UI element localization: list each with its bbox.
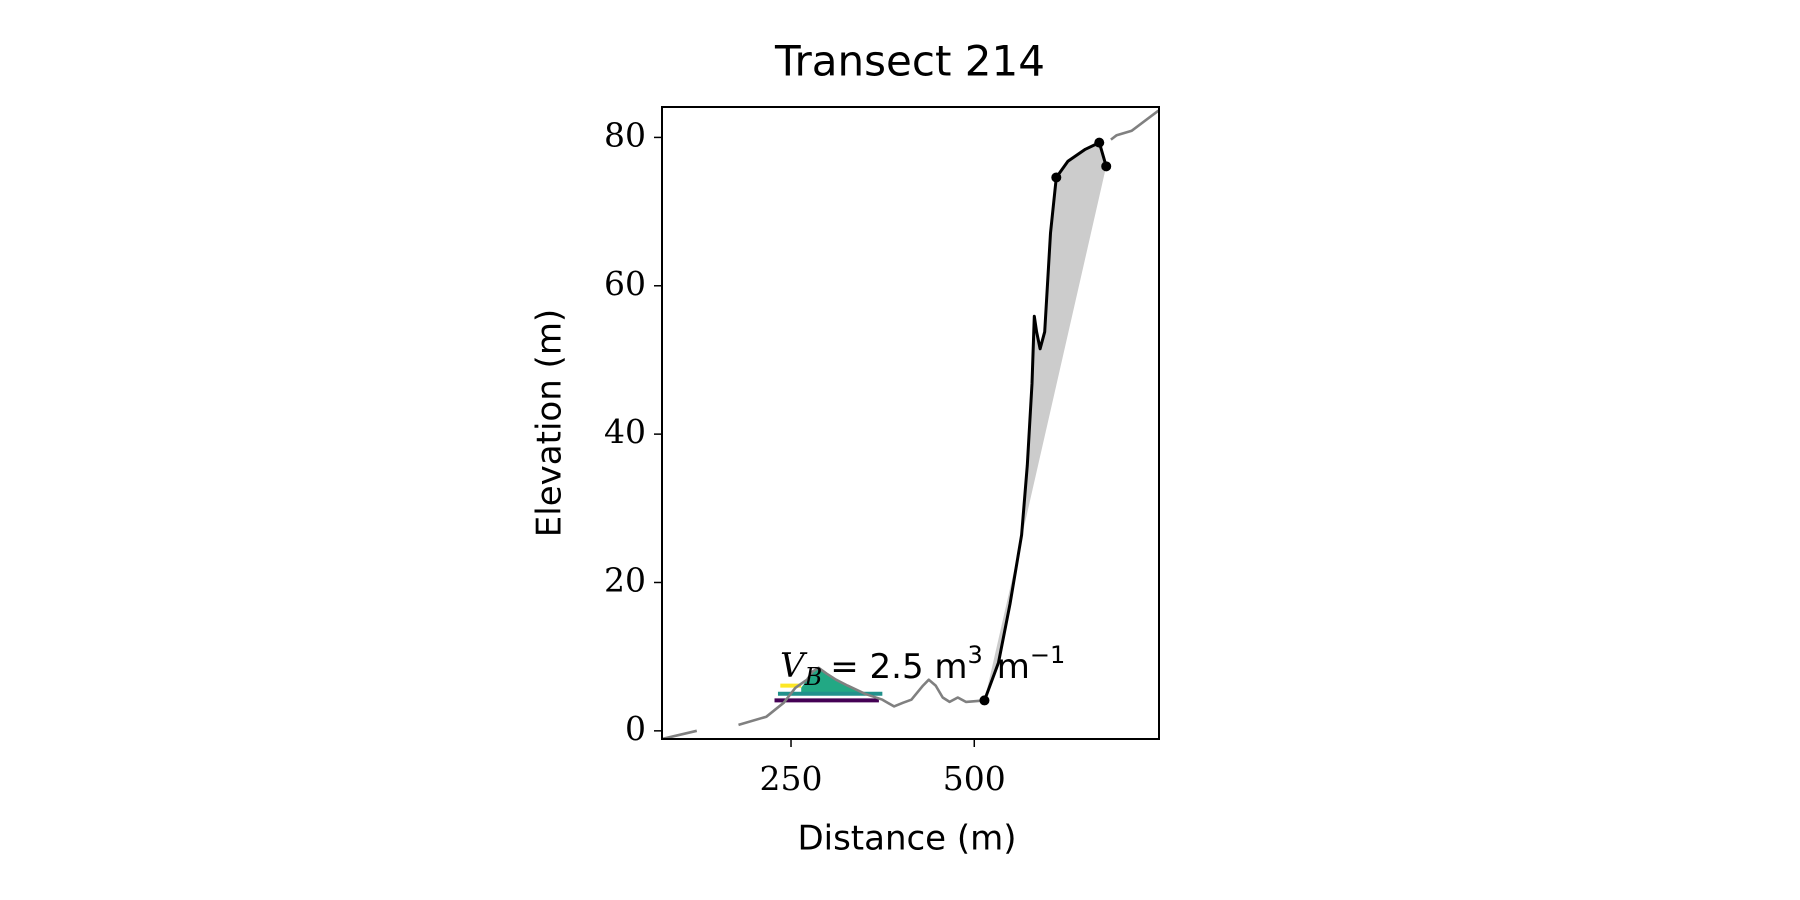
y-tick-label: 0: [625, 709, 646, 748]
x-tick-label: 500: [943, 759, 1006, 798]
x-tick-label: 250: [760, 759, 823, 798]
y-axis-label: Elevation (m): [530, 309, 570, 537]
point: [1051, 172, 1062, 183]
y-tick-label: 60: [604, 264, 646, 303]
line: [983, 141, 1108, 701]
y-tick-label: 20: [604, 560, 646, 599]
annotation: VB = 2.5 m3 m−1: [780, 641, 1065, 691]
point: [1094, 137, 1105, 148]
chart-title: Transect 214: [774, 37, 1045, 86]
y-tick-label: 40: [604, 412, 646, 451]
cliff-area: [984, 142, 1107, 701]
x-axis-label: Distance (m): [797, 819, 1016, 859]
point: [979, 695, 990, 706]
plot-frame: [661, 106, 1160, 740]
annotation-part: = 2.5 m: [830, 647, 967, 687]
annotation-part: 3: [968, 641, 983, 669]
fill-area: [801, 667, 879, 694]
annotation-part: B: [804, 663, 823, 691]
annotation-part: −1: [1030, 641, 1065, 669]
annotation-part: V: [780, 646, 808, 686]
point: [1101, 161, 1112, 172]
y-tick-label: 80: [604, 115, 646, 154]
plot-area: [662, 109, 1159, 739]
line: [662, 109, 1159, 739]
annotation-part: m: [997, 647, 1030, 687]
